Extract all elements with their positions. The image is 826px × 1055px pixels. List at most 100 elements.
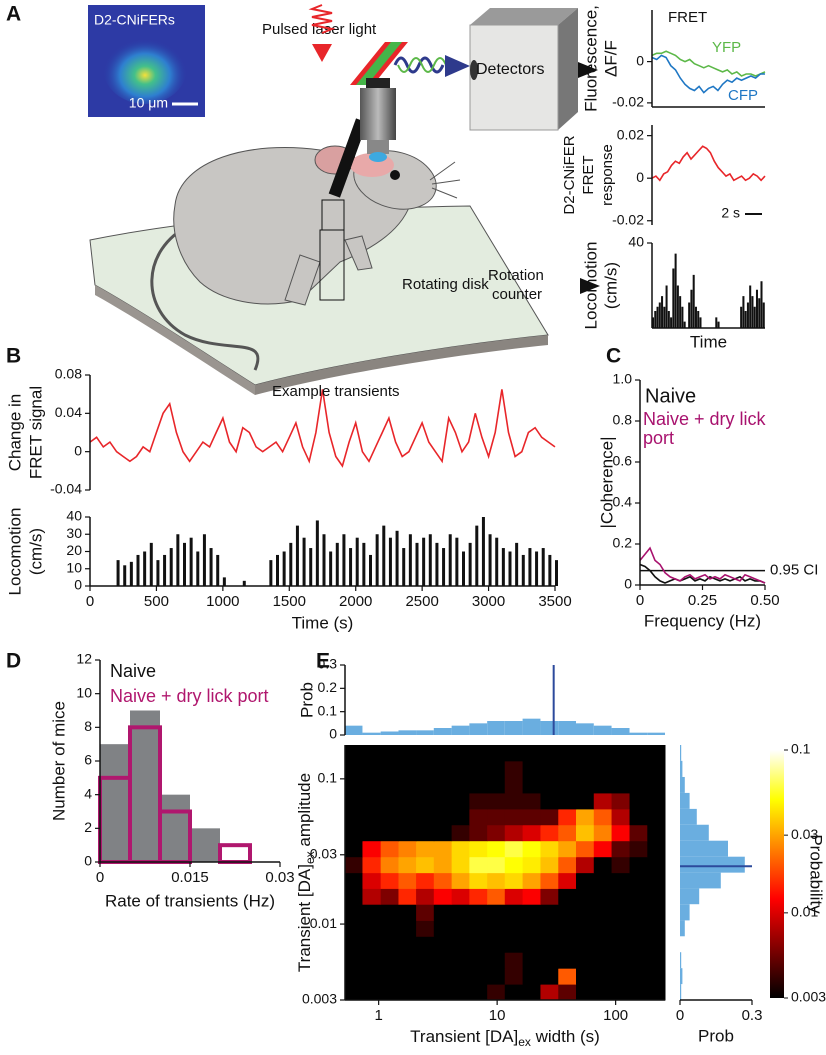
emission-wave xyxy=(397,57,447,73)
x-axis-label: Frequency (Hz) xyxy=(644,611,761,630)
heat-cell xyxy=(380,856,399,874)
disk-label: Rotating disk xyxy=(402,276,489,293)
heat-cell xyxy=(611,808,631,826)
objective xyxy=(360,88,396,140)
heat-cell xyxy=(522,840,541,858)
bar xyxy=(555,560,558,586)
heat-cell xyxy=(451,936,470,953)
heat-cell xyxy=(451,968,470,985)
y-tick-label: 2 xyxy=(84,819,92,835)
legend-label: Naive + dry lick port xyxy=(110,686,269,706)
heat-cell xyxy=(469,952,488,969)
objective-tip xyxy=(367,140,389,154)
y-tick-label: 0.08 xyxy=(55,366,82,382)
heat-cell xyxy=(362,760,382,778)
bar xyxy=(415,542,419,586)
heat-cell xyxy=(522,888,541,905)
bar xyxy=(289,542,293,586)
dichroic-coat xyxy=(356,42,402,85)
heat-cell xyxy=(522,968,541,985)
hist-bar xyxy=(611,728,630,735)
tail xyxy=(150,223,260,371)
x-axis-label: Time xyxy=(690,332,727,351)
heat-cell xyxy=(629,856,648,874)
bar xyxy=(382,525,386,586)
bar xyxy=(156,560,160,586)
heat-cell xyxy=(593,792,613,810)
heat-cell xyxy=(362,984,382,1001)
legend-label: Naive xyxy=(645,385,696,407)
bar xyxy=(428,534,432,586)
bar xyxy=(163,554,167,586)
heat-cell xyxy=(576,840,595,858)
heat-cell xyxy=(522,808,541,826)
y-tick-label: -0.02 xyxy=(612,94,644,110)
chart-title: FRET xyxy=(668,9,707,26)
emission-wave xyxy=(393,56,445,74)
mouse-body xyxy=(173,147,411,305)
heat-cell xyxy=(398,904,417,921)
heat-cell xyxy=(504,920,524,937)
heat-cell xyxy=(611,776,631,794)
heat-cell xyxy=(647,888,666,905)
hist-bar xyxy=(130,710,160,862)
y-tick-label: 0.6 xyxy=(613,453,633,469)
x-tick-label: 500 xyxy=(144,593,169,610)
heat-cell xyxy=(433,872,453,889)
heat-cell xyxy=(593,936,613,953)
heat-cell xyxy=(345,760,363,778)
heat-cell xyxy=(345,840,363,858)
bar xyxy=(515,542,519,586)
legend-box: Naive + dry lick port xyxy=(643,410,766,448)
heat-cell xyxy=(416,824,435,842)
heat-cell xyxy=(629,920,648,937)
heat-cell xyxy=(540,952,559,969)
heat-cell xyxy=(451,904,470,921)
heat-cell xyxy=(362,872,382,889)
bar xyxy=(495,537,499,586)
heat-cell xyxy=(398,760,417,778)
series-line xyxy=(89,389,556,468)
heat-cell xyxy=(611,984,631,1001)
bar xyxy=(528,548,532,586)
heat-cell xyxy=(345,856,363,874)
heat-cell xyxy=(629,776,648,794)
x-tick-label: 0.25 xyxy=(688,592,717,609)
bar xyxy=(395,530,399,586)
detector-window xyxy=(470,60,478,80)
legend-label: Naive + dry lick port xyxy=(643,410,766,448)
bar xyxy=(442,548,446,586)
y-tick-label: 0.1 xyxy=(318,770,338,786)
heat-cell xyxy=(416,745,435,762)
y-axis-label: Prob xyxy=(297,682,316,718)
heat-cell xyxy=(629,984,648,1001)
heat-cell xyxy=(611,904,631,921)
heat-cell xyxy=(629,840,648,858)
heat-cell xyxy=(504,776,524,794)
hist-bar xyxy=(576,723,594,735)
heat-cell xyxy=(345,824,363,842)
heat-cell xyxy=(380,872,399,889)
heat-cell xyxy=(416,984,435,1001)
head-plate xyxy=(328,118,368,198)
heat-cell xyxy=(647,792,666,810)
objective-cap xyxy=(366,78,390,88)
emission-arrow xyxy=(445,55,470,77)
bar xyxy=(302,537,306,586)
heat-cell xyxy=(487,920,506,937)
heat-cell xyxy=(629,745,648,762)
y-tick-label: 12 xyxy=(76,651,92,667)
bar xyxy=(276,554,279,586)
heat-cell xyxy=(558,824,577,842)
bar xyxy=(501,548,505,586)
arrow xyxy=(580,278,600,294)
heat-cell xyxy=(593,776,613,794)
y-axis-label: (cm/s) xyxy=(601,262,620,309)
counter-label: Rotation xyxy=(488,267,544,284)
heat-cell xyxy=(629,792,648,810)
heat-cell xyxy=(451,872,470,889)
bar xyxy=(455,537,459,586)
series-label: YFP xyxy=(712,39,741,56)
heat-cell xyxy=(593,824,613,842)
